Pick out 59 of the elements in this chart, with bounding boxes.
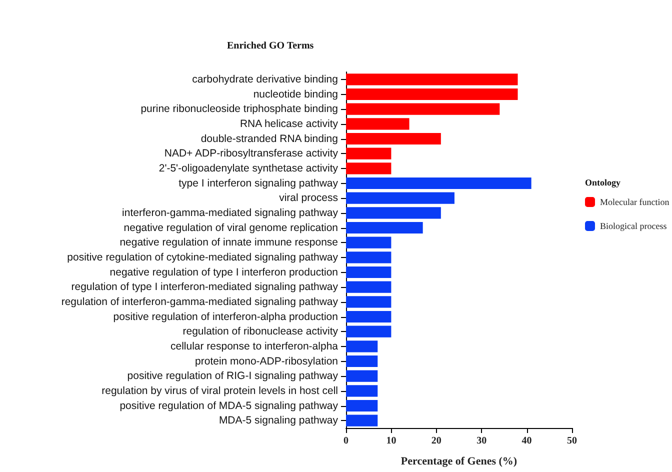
y-tick-label: negative regulation of viral genome replication: [124, 222, 338, 234]
bar: [346, 310, 392, 323]
y-tick-label: negative regulation of innate immune response: [120, 236, 338, 249]
chart-title: Enriched GO Terms: [227, 40, 314, 52]
y-tick-label: 2'-5'-oligoadenylate synthetase activity: [158, 162, 339, 174]
bar: [346, 132, 441, 145]
x-tick-label: 20: [431, 436, 442, 446]
bar: [346, 192, 454, 204]
y-tick-label: double-stranded RNA binding: [200, 132, 338, 145]
bar: [346, 236, 392, 248]
bar: [346, 296, 392, 308]
y-tick-label: protein mono-ADP-ribosylation: [195, 355, 338, 368]
y-tick-label: regulation of type I interferon-mediated signaling pathway: [71, 281, 339, 294]
x-tick-label: 30: [476, 436, 487, 446]
bar: [346, 103, 500, 115]
bar: [346, 281, 392, 293]
y-tick-label: interferon-gamma-mediated signaling pathway: [122, 206, 339, 219]
y-tick-label: positive regulation of interferon-alpha production: [113, 310, 338, 323]
y-tick-label: purine ribonucleoside triphosphate binding: [140, 103, 338, 116]
bar: [346, 162, 392, 174]
bar: [346, 88, 518, 100]
legend-title: Ontology: [585, 178, 622, 188]
x-axis-title: Percentage of Genes (%): [400, 456, 518, 468]
bar: [346, 177, 532, 190]
y-tick-label: regulation of interferon-gamma-mediated signaling pathway: [61, 296, 339, 308]
y-tick-label: positive regulation of RIG-I signaling pathway: [127, 370, 339, 382]
bar: [346, 370, 378, 382]
bar: [346, 266, 392, 278]
bar: [346, 118, 410, 130]
x-tick-label: 40: [522, 436, 532, 446]
y-tick-label: regulation of ribonuclease activity: [182, 326, 339, 338]
y-tick-label: nucleotide binding: [253, 88, 338, 100]
bar: [346, 326, 392, 338]
bar: [346, 148, 392, 160]
bar: [346, 207, 441, 219]
bar: [346, 400, 378, 412]
bar: [346, 385, 378, 397]
x-tick-label: 50: [567, 436, 577, 446]
y-tick-label: carbohydrate derivative binding: [192, 73, 338, 86]
y-tick-label: regulation by virus of viral protein levels in host cell: [102, 384, 338, 397]
y-tick-label: positive regulation of cytokine-mediated signaling pathway: [67, 251, 339, 264]
x-tick-label: 10: [386, 436, 396, 446]
bar: [346, 74, 518, 86]
bar: [346, 222, 423, 234]
legend-label: Molecular function: [600, 197, 670, 207]
bar: [346, 340, 378, 352]
bar: [346, 252, 392, 264]
legend-label: Biological process: [600, 221, 668, 231]
y-tick-label: viral process: [279, 192, 338, 204]
bar: [346, 355, 378, 368]
y-tick-label: negative regulation of type I interferon production: [110, 266, 338, 278]
y-tick-label: type I interferon signaling pathway: [178, 177, 339, 190]
y-tick-label: cellular response to interferon-alpha: [170, 340, 338, 352]
y-tick-label: NAD+ ADP-ribosyltransferase activity: [164, 148, 339, 160]
x-tick-label: 0: [344, 436, 348, 446]
y-tick-label: positive regulation of MDA-5 signaling pathway: [120, 400, 339, 412]
y-tick-label: RNA helicase activity: [240, 118, 339, 130]
y-tick-label: MDA-5 signaling pathway: [218, 414, 339, 427]
bar: [346, 414, 378, 426]
